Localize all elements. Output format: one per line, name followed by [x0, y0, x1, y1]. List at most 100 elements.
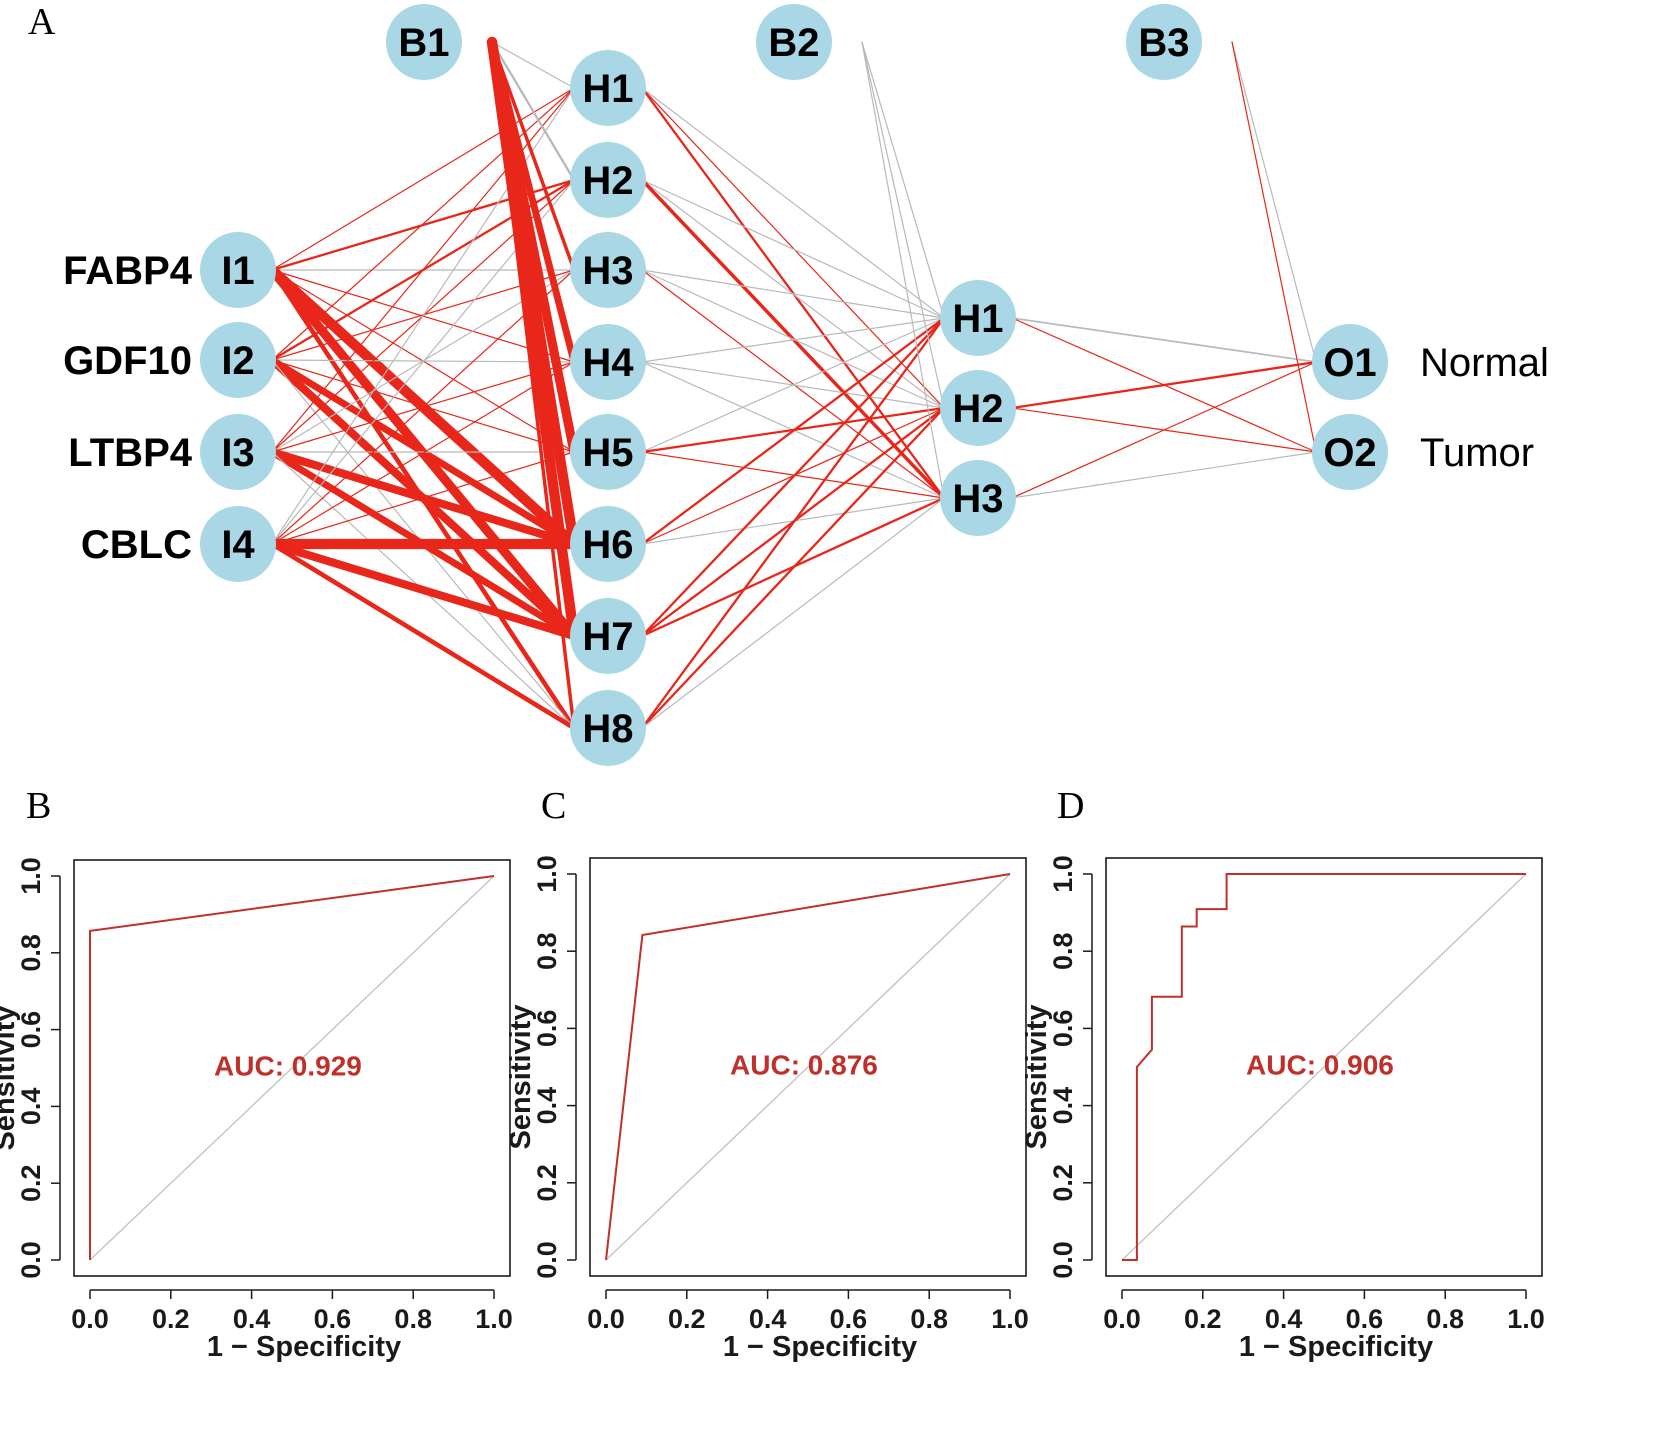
hidden1-node-h7 — [570, 598, 646, 674]
edge-h22-o1 — [1010, 360, 1318, 410]
panel-letter-c: C — [541, 785, 566, 827]
x-tick-label-d: 0.0 — [1103, 1304, 1141, 1334]
hidden1-node-h2 — [570, 142, 646, 218]
edge-b2-h22 — [861, 41, 945, 409]
roc-curve-c — [605, 873, 1011, 1261]
edge-i3-h1 — [271, 87, 575, 453]
input-node-i1 — [200, 232, 276, 308]
roc-curve-d — [1122, 873, 1526, 1261]
roc-panel-c: C 0.0 0.2 0.4 0.6 0.8 1.0 1 − Specificity 0.0 0.2… — [505, 785, 1029, 1363]
edge-h14-h21 — [641, 317, 945, 363]
x-tick-label-d: 0.6 — [1346, 1304, 1384, 1334]
edge-h13-h23 — [641, 269, 945, 499]
hidden1-node-h3 — [570, 232, 646, 308]
y-tick-label-b: 0.8 — [16, 934, 46, 972]
plot-frame-b — [73, 859, 511, 1277]
class-label: Normal — [1420, 341, 1549, 385]
y-tick-label-b: 0.2 — [16, 1164, 46, 1202]
x-tick-label-c: 0.6 — [830, 1304, 868, 1334]
y-tick-label-c: 0.6 — [532, 1010, 562, 1048]
bias-node-b2 — [756, 4, 832, 80]
y-tick-label-d: 0.8 — [1048, 932, 1078, 970]
roc-panel-b: B 0.0 0.2 0.4 0.6 0.8 1.0 1 − Specificity 0.0 0.2… — [0, 785, 513, 1363]
edge-b3-o1 — [1231, 41, 1317, 363]
edge-h18-h23 — [641, 497, 945, 729]
edge-b3-o2 — [1231, 41, 1317, 453]
hidden1-node-h5 — [570, 414, 646, 490]
y-tick-label-b: 0.4 — [16, 1088, 46, 1126]
output-node-o1 — [1312, 324, 1388, 400]
output-node-label: O2 — [1323, 431, 1376, 475]
panel-letter-a: A — [28, 1, 56, 43]
y-tick-label-d: 0.4 — [1048, 1087, 1078, 1125]
x-axis-title-c: 1 − Specificity — [723, 1331, 917, 1363]
hidden1-node-label: H3 — [582, 249, 633, 293]
hidden2-node-label: H2 — [952, 387, 1003, 431]
edge-h15-h23 — [641, 451, 945, 499]
x-tick-label-d: 0.2 — [1184, 1304, 1222, 1334]
edge-b2-h23 — [861, 41, 945, 499]
network-edges — [266, 36, 1318, 731]
gene-label: CBLC — [81, 523, 192, 567]
edge-b1-h8 — [490, 40, 576, 730]
hidden2-node-label: H3 — [952, 477, 1003, 521]
hidden1-node-label: H1 — [582, 67, 633, 111]
x-tick-label-b: 1.0 — [475, 1304, 513, 1334]
x-axis-title-d: 1 − Specificity — [1239, 1331, 1433, 1363]
y-tick-label-c: 0.0 — [532, 1241, 562, 1279]
edge-h12-h21 — [641, 179, 945, 319]
x-tick-label-b: 0.0 — [71, 1304, 109, 1334]
edge-h16-h21 — [640, 316, 946, 546]
edge-h18-h21 — [640, 316, 946, 730]
hidden1-node-h8 — [570, 690, 646, 766]
gene-label: GDF10 — [63, 339, 192, 383]
y-tick-label-d: 0.6 — [1048, 1010, 1078, 1048]
edge-i4-h5 — [271, 451, 575, 545]
x-axis-title-b: 1 − Specificity — [207, 1331, 401, 1363]
input-node-label: I4 — [221, 523, 255, 567]
panel-letter-d: D — [1057, 785, 1084, 827]
edge-h13-h22 — [641, 269, 945, 409]
input-node-i4 — [200, 506, 276, 582]
edge-i1-h1 — [271, 87, 575, 271]
x-tick-label-c: 0.8 — [910, 1304, 948, 1334]
edge-h11-h21 — [641, 87, 945, 319]
input-node-i2 — [200, 322, 276, 398]
edge-h21-o1 — [1011, 317, 1317, 363]
gene-label: FABP4 — [63, 249, 193, 293]
bias-node-b1 — [386, 4, 462, 80]
hidden1-node-label: H8 — [582, 707, 633, 751]
x-tick-label-b: 0.2 — [152, 1304, 190, 1334]
roc-panel-d: D 0.0 0.2 0.4 0.6 0.8 1.0 1 − Specificity 0.0 0.2… — [1021, 785, 1545, 1363]
reference-diagonal-b — [89, 875, 495, 1261]
edge-h13-h21 — [641, 269, 945, 319]
input-node-label: I1 — [221, 249, 254, 293]
y-axis-title-c: Sensitivity — [505, 1004, 537, 1149]
reference-diagonal-c — [605, 873, 1011, 1261]
x-tick-label-c: 0.0 — [587, 1304, 625, 1334]
y-tick-label-c: 0.8 — [532, 932, 562, 970]
x-tick-label-d: 0.4 — [1265, 1304, 1303, 1334]
input-node-label: I2 — [221, 339, 254, 383]
edge-b1-h1 — [491, 41, 575, 89]
edge-i4-h4 — [271, 361, 575, 545]
y-tick-label-d: 0.2 — [1048, 1164, 1078, 1202]
hidden2-node-h3 — [940, 460, 1016, 536]
edge-h23-o2 — [1011, 451, 1317, 499]
x-tick-label-d: 0.8 — [1426, 1304, 1464, 1334]
panel-letter-b: B — [26, 785, 51, 827]
reference-diagonal-d — [1121, 873, 1527, 1261]
hidden2-node-h2 — [940, 370, 1016, 446]
hidden1-node-h1 — [570, 50, 646, 126]
edge-b1-h2 — [490, 40, 576, 182]
y-axis-title-d: Sensitivity — [1021, 1004, 1053, 1149]
y-tick-label-b: 1.0 — [16, 857, 46, 895]
x-tick-label-b: 0.4 — [233, 1304, 271, 1334]
y-tick-label-b: 0.6 — [16, 1011, 46, 1049]
y-tick-label-d: 1.0 — [1048, 855, 1078, 893]
class-label: Tumor — [1420, 431, 1534, 475]
edge-b1-h3 — [490, 40, 576, 272]
hidden1-node-label: H6 — [582, 523, 633, 567]
edge-i4-h7 — [267, 539, 579, 641]
